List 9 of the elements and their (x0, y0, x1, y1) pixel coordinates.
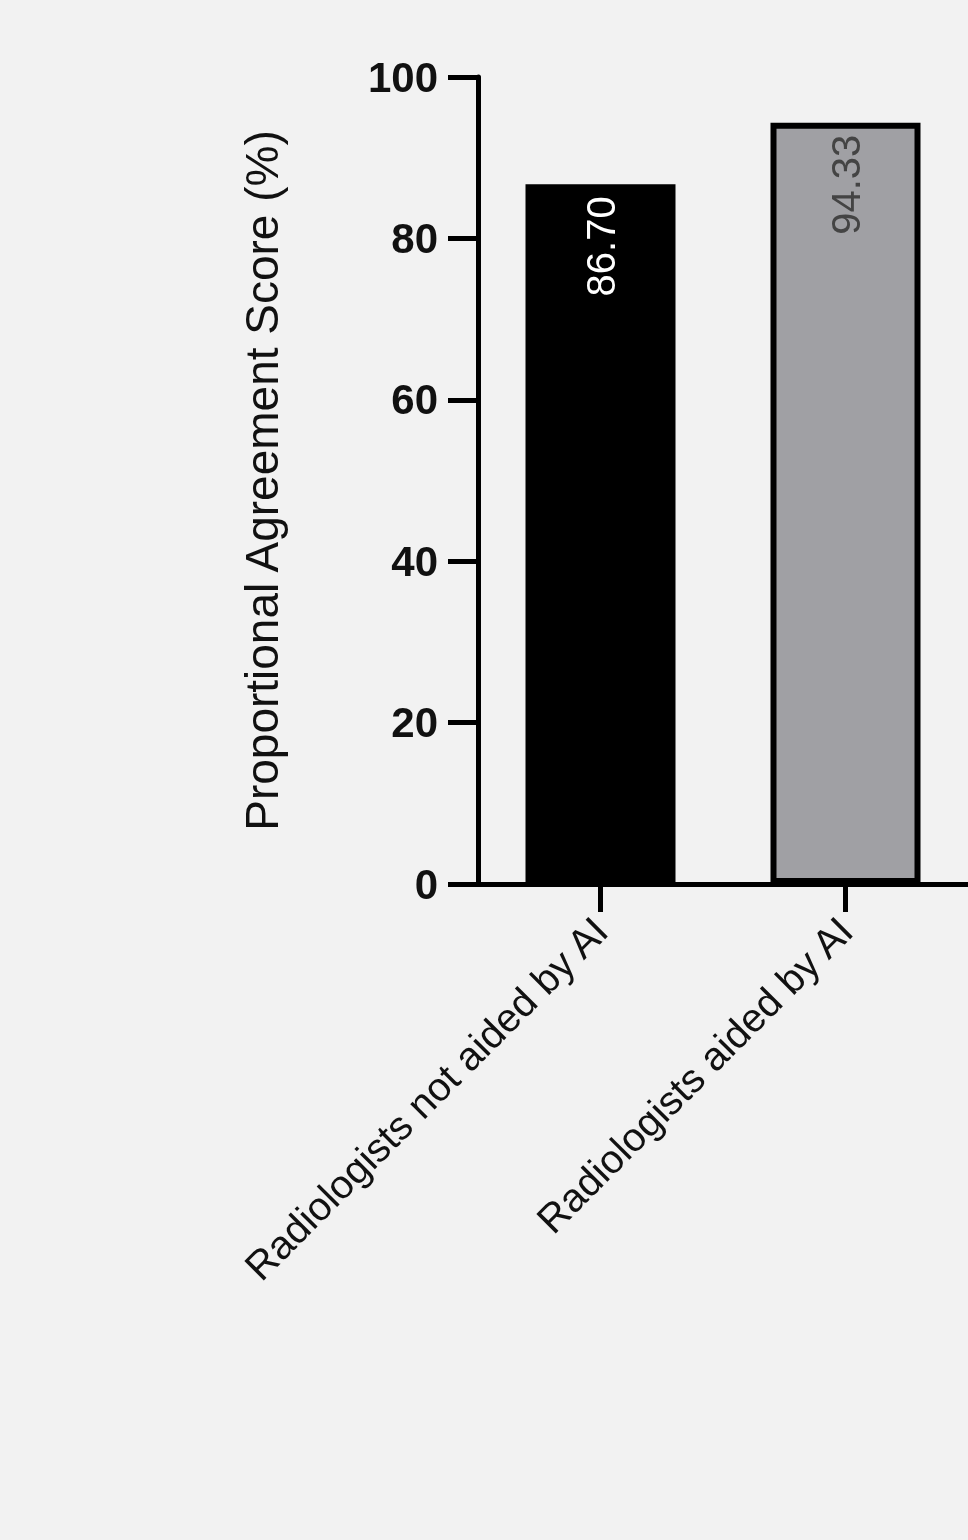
data-label: 86.70 (578, 196, 623, 297)
y-tick-label: 40 (391, 537, 438, 585)
y-tick-label: 80 (391, 214, 438, 262)
y-tick-label: 60 (391, 376, 438, 424)
y-tick-label: 20 (391, 699, 438, 747)
y-tick-label: 0 (414, 860, 438, 908)
y-tick-label: 100 (367, 53, 438, 101)
y-axis-title: Proportional Agreement Score (%) (236, 130, 288, 831)
data-label: 94.33 (823, 134, 868, 235)
